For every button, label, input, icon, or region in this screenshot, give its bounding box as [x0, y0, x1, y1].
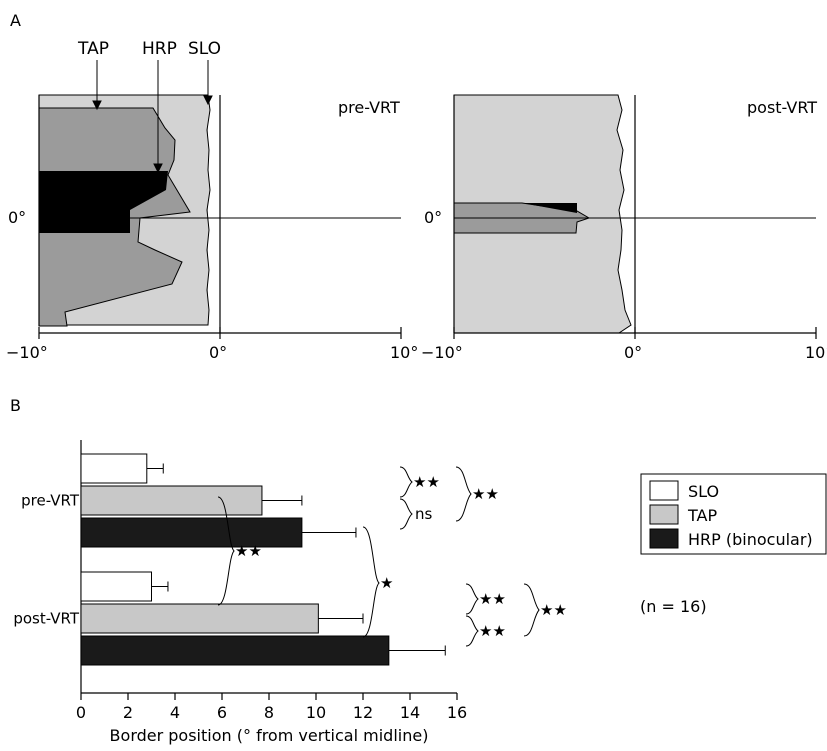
legend-swatch-tap: [649, 504, 679, 525]
pre-vrt-tick-label-minus10: −10°: [6, 343, 48, 362]
bar: [80, 517, 303, 548]
significance-label: ★★: [472, 485, 499, 503]
pre-vrt-panel: pre-VRT 0° −10° 0° 10°: [6, 94, 418, 362]
category-label: post-VRT: [13, 610, 80, 628]
x-tick-label: 14: [400, 703, 420, 722]
callout-slo-label: SLO: [188, 39, 221, 59]
bar: [80, 603, 319, 634]
bracket-tap-pre-post: [217, 496, 235, 606]
legend-label-slo: SLO: [688, 482, 719, 501]
bracket-post-slo-hrp: [523, 583, 540, 637]
post-vrt-tick-label-10: 10°: [805, 343, 827, 362]
x-tick-label: 2: [123, 703, 133, 722]
x-tick-label: 4: [170, 703, 180, 722]
bracket-pre-slo-hrp: [455, 466, 472, 522]
legend-label-tap: TAP: [687, 506, 717, 525]
post-vrt-title: post-VRT: [747, 98, 817, 117]
pre-vrt-tick-label-10: 10°: [390, 343, 418, 362]
legend-swatch-hrp: [649, 528, 679, 549]
significance-label: ★★: [540, 601, 567, 619]
category-label: pre-VRT: [21, 492, 80, 510]
significance-label: ns: [415, 505, 433, 523]
callout-tap-arrowhead: [92, 100, 102, 111]
x-axis-title: Border position (° from vertical midline…: [110, 726, 429, 745]
panel-b-letter: B: [10, 396, 21, 415]
post-vrt-tick-label-0: 0°: [624, 343, 642, 362]
bracket-pre-tap-hrp: [399, 498, 413, 530]
bracket-post-slo-tap: [465, 583, 479, 615]
bracket-post-tap-hrp: [465, 615, 479, 647]
bar: [80, 453, 148, 484]
callout-hrp-label: HRP: [142, 39, 177, 59]
callout-hrp-arrowhead: [153, 163, 163, 174]
bar: [80, 635, 390, 666]
x-tick-label: 0: [76, 703, 86, 722]
pre-vrt-title: pre-VRT: [338, 98, 400, 117]
post-vrt-tick-label-minus10: −10°: [421, 343, 463, 362]
x-tick-label: 6: [217, 703, 227, 722]
x-tick-label: 8: [264, 703, 274, 722]
legend-swatch-slo: [649, 480, 679, 501]
bracket-pre-slo-tap: [399, 466, 413, 498]
sample-size-note: (n = 16): [640, 597, 707, 616]
post-vrt-panel: post-VRT 0° −10° 0° 10°: [421, 94, 827, 362]
bar: [80, 485, 263, 516]
significance-label: ★★: [235, 542, 262, 560]
callout-slo-arrowhead: [203, 95, 213, 106]
x-tick-label: 10: [306, 703, 326, 722]
post-vrt-y-zero-label: 0°: [424, 208, 442, 227]
post-vrt-hrp-area: [522, 203, 577, 213]
pre-vrt-y-zero-label: 0°: [8, 208, 26, 227]
significance-label: ★: [380, 574, 393, 592]
x-tick-label: 12: [353, 703, 373, 722]
x-tick-label: 16: [447, 703, 467, 722]
bar: [80, 571, 152, 602]
significance-label: ★★: [413, 473, 440, 491]
legend: SLO TAP HRP (binocular): [640, 473, 827, 555]
significance-label: ★★: [479, 622, 506, 640]
callout-arrows: [92, 60, 213, 174]
significance-labels: ★★ ns ★★ ★★ ★ ★★ ★★ ★★: [235, 473, 567, 640]
pre-vrt-tick-label-0: 0°: [209, 343, 227, 362]
legend-label-hrp: HRP (binocular): [688, 530, 813, 549]
panel-a-letter: A: [10, 11, 21, 30]
significance-brackets: [217, 466, 540, 647]
callout-tap-label: TAP: [77, 39, 109, 59]
bracket-hrp-pre-post: [362, 526, 380, 638]
bar-chart: 0 2 4 6 8 10 12 14 16 Border position (° from ver…: [13, 440, 467, 745]
significance-label: ★★: [479, 590, 506, 608]
